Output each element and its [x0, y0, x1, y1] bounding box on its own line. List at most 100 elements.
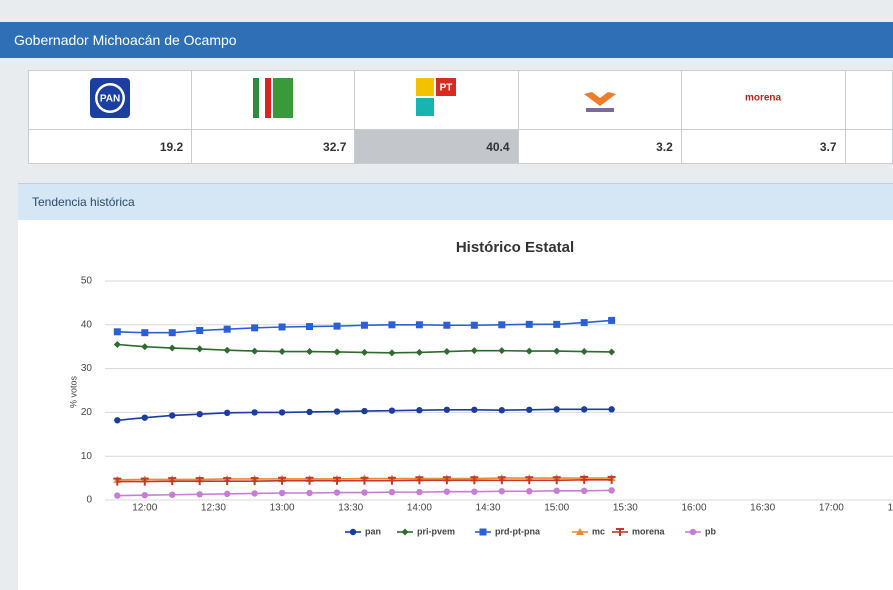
- marker: [580, 406, 588, 413]
- marker: [470, 347, 478, 355]
- x-tick-label: 17:30: [887, 503, 893, 514]
- party-logo[interactable]: PT: [354, 70, 519, 130]
- legend-label: pb: [705, 526, 716, 536]
- marker: [141, 414, 148, 421]
- marker: [498, 321, 506, 329]
- legend-label: morena: [632, 526, 666, 536]
- marker: [525, 476, 534, 485]
- marker: [580, 319, 588, 327]
- marker: [443, 348, 451, 356]
- marker: [553, 406, 560, 413]
- marker: [361, 407, 368, 415]
- marker: [608, 348, 616, 356]
- marker: [278, 348, 286, 356]
- marker: [223, 477, 232, 486]
- marker: [471, 406, 478, 413]
- marker: [169, 412, 176, 419]
- marker: [278, 489, 286, 497]
- marker: [141, 491, 148, 499]
- x-tick-label: 12:00: [132, 503, 157, 514]
- marker: [223, 409, 231, 417]
- marker: [141, 329, 149, 337]
- marker: [196, 345, 204, 353]
- marker: [498, 347, 506, 355]
- marker: [306, 489, 313, 497]
- marker: [607, 475, 616, 484]
- marker: [113, 341, 121, 349]
- marker: [388, 407, 396, 414]
- marker: [387, 476, 396, 485]
- marker: [195, 477, 204, 486]
- marker: [278, 476, 287, 485]
- prd-pt-pna-logo: PT: [416, 77, 457, 116]
- party-logo[interactable]: PAN: [27, 70, 193, 130]
- marker: [223, 325, 231, 333]
- legend-label: pri-pvem: [417, 526, 455, 536]
- party-votes: 40.4: [354, 129, 519, 164]
- y-tick-label: 0: [86, 495, 92, 506]
- marker: [498, 488, 505, 495]
- marker: [333, 489, 341, 496]
- marker: [388, 349, 396, 357]
- x-tick-label: 14:30: [476, 503, 501, 514]
- marker: [360, 476, 369, 485]
- marker: [580, 348, 588, 356]
- marker: [388, 488, 396, 496]
- marker: [306, 348, 314, 356]
- marker: [443, 321, 451, 329]
- marker: [470, 321, 478, 329]
- marker: [114, 492, 121, 499]
- marker: [333, 348, 341, 356]
- marker: [552, 476, 561, 485]
- marker: [415, 321, 423, 329]
- results-table: PAN PT morena 19.2 32.7 40.4 3.2 3.7: [27, 70, 893, 164]
- party-logo[interactable]: morena: [680, 70, 846, 130]
- party-logo: [844, 70, 893, 130]
- marker: [168, 344, 176, 352]
- marker: [113, 328, 121, 336]
- marker: [401, 528, 409, 536]
- marker: [416, 488, 423, 496]
- y-tick-label: 40: [81, 319, 93, 330]
- marker: [580, 475, 589, 484]
- party-votes: 3.7: [680, 129, 846, 164]
- y-tick-label: 20: [81, 407, 93, 418]
- x-tick-label: 15:30: [613, 503, 638, 514]
- mc-logo: [583, 91, 616, 112]
- marker: [498, 407, 505, 414]
- party-votes: 32.7: [191, 129, 356, 164]
- marker: [361, 489, 368, 496]
- marker: [553, 487, 560, 495]
- marker: [349, 528, 357, 536]
- marker: [526, 488, 533, 495]
- chart-title: Histórico Estatal: [456, 239, 574, 256]
- marker: [415, 476, 424, 485]
- marker: [251, 490, 258, 497]
- marker: [553, 347, 561, 355]
- legend-label: prd-pt-pna: [495, 526, 541, 536]
- marker: [141, 343, 149, 351]
- marker: [169, 491, 176, 498]
- panel-header: Gobernador Michoacán de Ocampo: [0, 22, 893, 58]
- party-logo[interactable]: [517, 70, 682, 130]
- y-tick-label: 50: [81, 276, 93, 287]
- marker: [608, 316, 616, 324]
- marker: [608, 406, 615, 413]
- marker: [470, 476, 479, 485]
- marker: [278, 323, 286, 331]
- marker: [251, 347, 259, 355]
- party-logo[interactable]: [191, 70, 356, 130]
- marker: [525, 347, 533, 355]
- marker: [689, 528, 697, 536]
- legend-label: mc: [592, 526, 605, 536]
- marker: [333, 322, 341, 330]
- marker: [306, 408, 313, 416]
- marker: [388, 321, 396, 329]
- x-tick-label: 13:00: [270, 503, 295, 514]
- party-votes: 3.2: [517, 129, 682, 164]
- x-tick-label: 14:00: [407, 503, 432, 514]
- marker: [306, 323, 314, 331]
- morena-logo: morena: [745, 92, 782, 103]
- logo-text: PAN: [100, 93, 120, 104]
